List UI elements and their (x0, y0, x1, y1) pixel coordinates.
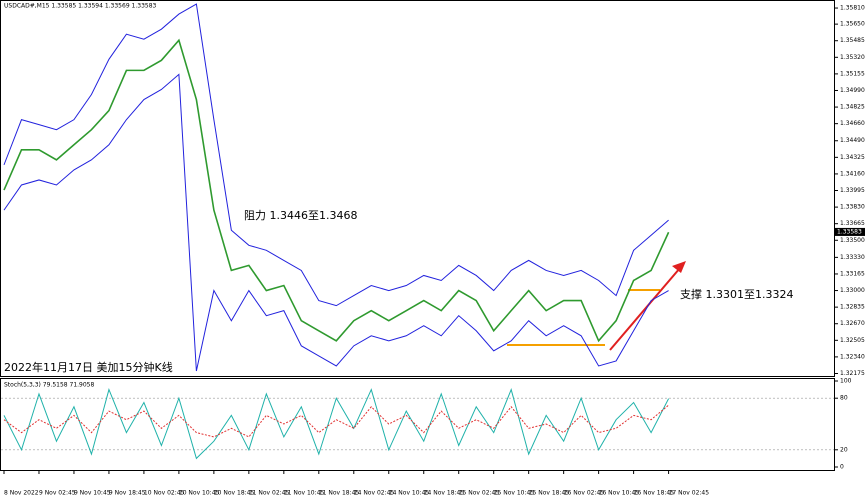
series-line (3, 38, 670, 343)
y-tick-label: 1.34490 (840, 137, 865, 144)
x-tick-label: 14 Nov 02:45 (354, 490, 395, 497)
y-tick-label: 80 (840, 395, 848, 402)
arrow-head (672, 261, 686, 273)
y-tick-label: 1.34160 (840, 170, 865, 177)
y-tick-label: 1.32505 (840, 337, 865, 344)
y-tick-label: 1.33665 (840, 220, 865, 227)
annotation: 阻力 1.3446至1.3468 (244, 209, 357, 222)
y-tick-label: 1.32835 (840, 304, 865, 311)
x-tick-label: 14 Nov 10:45 (389, 490, 430, 497)
x-tick-label: 15 Nov 18:45 (529, 490, 570, 497)
y-tick-label: 1.34325 (840, 154, 865, 161)
y-tick-label: 1.34990 (840, 87, 865, 94)
price-box (835, 227, 865, 236)
y-tick-label: 1.32670 (840, 320, 865, 327)
series-line (3, 3, 669, 307)
x-tick-label: 15 Nov 02:45 (459, 490, 500, 497)
x-tick-label: 9 Nov 10:45 (74, 490, 111, 497)
y-tick-label: 1.34825 (840, 104, 865, 111)
y-tick-label: 1.35320 (840, 54, 865, 61)
arrow (609, 267, 681, 351)
x-tick-label: 14 Nov 18:45 (424, 490, 465, 497)
price-panel (0, 0, 835, 377)
y-tick-label: 0 (840, 464, 844, 471)
y-tick-label: 1.35650 (840, 21, 865, 28)
x-tick-label: 9 Nov 02:45 (39, 490, 76, 497)
current-price: 1.33583 (837, 228, 862, 235)
y-tick-label: 1.32340 (840, 353, 865, 360)
stoch-panel (0, 378, 835, 471)
x-tick-label: 11 Nov 02:45 (249, 490, 290, 497)
x-tick-label: 10 Nov 02:45 (144, 490, 185, 497)
y-tick-label: 1.33000 (840, 287, 865, 294)
series-line (3, 404, 669, 438)
x-tick-label: 16 Nov 10:45 (599, 490, 640, 497)
y-tick-label: 1.33330 (840, 254, 865, 261)
y-tick-label: 1.35810 (840, 5, 865, 12)
x-tick-label: 10 Nov 18:45 (214, 490, 255, 497)
y-tick-label: 1.34660 (840, 120, 865, 127)
y-tick-label: 1.35155 (840, 70, 865, 77)
y-tick-label: 1.33995 (840, 187, 865, 194)
x-tick-label: 17 Nov 02:45 (669, 490, 710, 497)
x-tick-label: 15 Nov 10:45 (494, 490, 535, 497)
y-tick-label: 1.32175 (840, 370, 865, 377)
x-tick-label: 16 Nov 02:45 (564, 490, 605, 497)
indicator-title: Stoch(5,3,3) 79.5158 71.9058 (4, 382, 95, 389)
chart-title: USDCAD#,M15 1.33585 1.33594 1.33569 1.33… (4, 3, 157, 10)
y-tick-label: 100 (840, 378, 852, 385)
y-tick-label: 1.35485 (840, 37, 865, 44)
x-tick-label: 16 Nov 18:45 (634, 490, 675, 497)
annotation: 支撑 1.3301至1.3324 (680, 287, 793, 301)
annotation: 2022年11月17日 美加15分钟K线 (4, 360, 173, 374)
x-tick-label: 10 Nov 10:45 (179, 490, 220, 497)
x-tick-label: 8 Nov 2022 (4, 490, 39, 497)
x-tick-label: 11 Nov 18:45 (319, 490, 360, 497)
series-line (3, 388, 670, 460)
y-tick-label: 1.33830 (840, 204, 865, 211)
x-tick-label: 9 Nov 18:45 (109, 490, 146, 497)
y-tick-label: 20 (840, 446, 848, 453)
x-tick-label: 11 Nov 10:45 (284, 490, 325, 497)
series-line (3, 73, 669, 372)
y-tick-label: 1.33500 (840, 237, 865, 244)
y-tick-label: 1.33165 (840, 270, 865, 277)
